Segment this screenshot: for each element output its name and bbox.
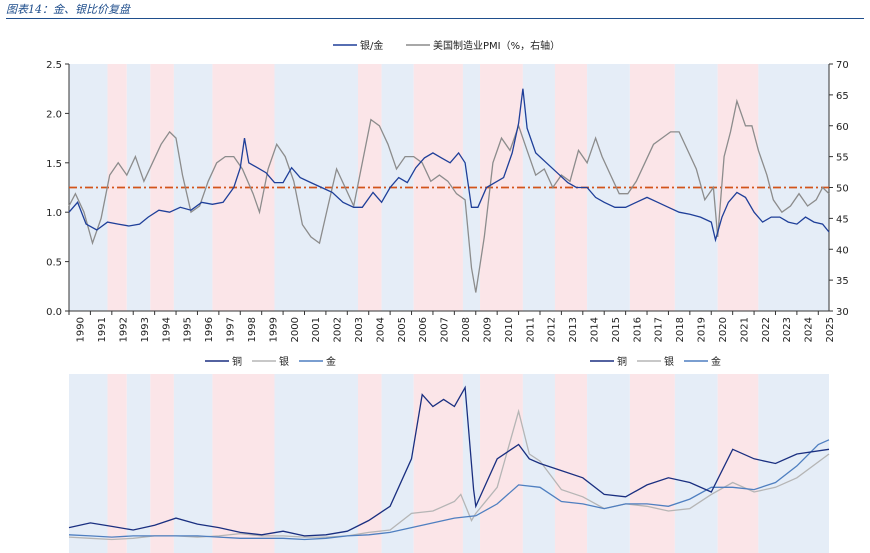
- top-series: [68, 88, 830, 293]
- x-tick-label: 2020: [718, 317, 729, 342]
- band-bottom-9: [413, 374, 463, 553]
- gold-line: [68, 439, 830, 541]
- x-tick-label: 2008: [461, 317, 472, 342]
- band-bottom-14: [587, 374, 630, 553]
- cycle-bands-bottom: [69, 374, 829, 553]
- y-right-tick-label: 40: [836, 245, 849, 256]
- x-tick-label: 1997: [226, 317, 237, 342]
- x-tick-label: 2019: [697, 317, 708, 342]
- band-bottom-2: [126, 374, 151, 553]
- band-bottom-3: [150, 374, 174, 553]
- band-bottom-16: [674, 374, 718, 553]
- x-tick-label: 1992: [119, 317, 130, 342]
- y-right-tick-label: 70: [836, 60, 849, 71]
- x-tick-label: 2018: [675, 317, 686, 342]
- x-tick-label: 2002: [333, 317, 344, 342]
- y-left-tick-label: 0.0: [46, 307, 62, 318]
- legend-pmi-label: 美国制造业PMI（%，右轴）: [433, 39, 560, 52]
- legend-silver-label-right: 银: [664, 355, 674, 368]
- legend-top: 银/金 美国制造业PMI（%，右轴）: [333, 39, 560, 52]
- silver-gold-ratio-line: [68, 88, 830, 243]
- bottom-series: [68, 385, 830, 541]
- x-tick-label: 2003: [354, 317, 365, 342]
- figure-title: 图表14：金、银比价复盘: [6, 3, 130, 16]
- x-tick-label: 2022: [761, 317, 772, 342]
- y-right-tick-label: 65: [836, 91, 849, 102]
- y-left-tick-label: 2.0: [46, 109, 62, 120]
- x-tick-label: 1991: [97, 317, 108, 342]
- x-tick-label: 2013: [568, 317, 579, 342]
- x-tick-label: 2011: [525, 317, 536, 342]
- band-bottom-15: [629, 374, 675, 553]
- axes: 0.0 0.5 1.0 1.5 2.0 2.5 30 35 40 45 50 55 60 65 70 1990…: [46, 60, 849, 342]
- x-tick-label: 2010: [504, 317, 515, 342]
- y-right-tick-label: 35: [836, 276, 849, 287]
- x-tick-label: 2015: [611, 317, 622, 342]
- legend-copper-label-right: 铜: [617, 356, 627, 368]
- band-bottom-13: [554, 374, 588, 553]
- band-bottom-6: [274, 374, 359, 553]
- x-tick-label: 2004: [375, 317, 386, 342]
- x-tick-label: 2017: [654, 317, 665, 342]
- legend-ratio-label: 银/金: [360, 39, 383, 52]
- x-tick-label: 2000: [290, 317, 301, 342]
- x-tick-label: 2025: [825, 317, 836, 342]
- x-tick-label: 1993: [140, 317, 151, 342]
- band-bottom-1: [107, 374, 127, 553]
- legend-gold-label-right: 金: [711, 355, 721, 368]
- x-tick-label: 2001: [311, 317, 322, 342]
- band-bottom-17: [717, 374, 759, 553]
- x-tick-label: 1995: [183, 317, 194, 342]
- y-left-tick-label: 2.5: [46, 60, 62, 71]
- x-tick-label: 2006: [418, 317, 429, 342]
- x-tick-label: 1999: [268, 317, 279, 342]
- legend-silver-label-left: 银: [279, 355, 289, 368]
- band-bottom-8: [381, 374, 414, 553]
- x-tick-label: 2007: [440, 317, 451, 342]
- x-tick-label: 2014: [590, 317, 601, 342]
- legend-gold-label-left: 金: [326, 355, 336, 368]
- title-rule: [6, 18, 864, 19]
- x-tick-label: 2005: [397, 317, 408, 342]
- x-tick-label: 2012: [547, 317, 558, 342]
- copper-line: [68, 385, 830, 537]
- legend-bottom: 铜 银 金 铜 银 金: [205, 355, 721, 368]
- pmi-line: [68, 98, 830, 293]
- x-tick-label: 1990: [76, 317, 87, 342]
- x-tick-label: 2021: [739, 317, 750, 342]
- y-right-tick-label: 30: [836, 307, 849, 318]
- x-tick-label: 2023: [782, 317, 793, 342]
- y-right-tick-label: 55: [836, 153, 849, 164]
- x-tick-label: 1996: [204, 317, 215, 342]
- band-bottom-11: [480, 374, 523, 553]
- band-bottom-18: [758, 374, 829, 553]
- x-tick-label: 2009: [482, 317, 493, 342]
- y-right-tick-label: 50: [836, 184, 849, 195]
- y-left-tick-label: 0.5: [46, 258, 62, 269]
- y-left-tick-label: 1.5: [46, 159, 62, 170]
- x-tick-label: 1994: [161, 317, 172, 342]
- y-left-tick-label: 1.0: [46, 208, 62, 219]
- x-tick-label: 2024: [804, 317, 815, 342]
- x-tick-label: 2016: [632, 317, 643, 342]
- band-bottom-5: [212, 374, 275, 553]
- x-tick-label: 1998: [247, 317, 258, 342]
- band-top-3: [150, 64, 174, 311]
- y-right-tick-label: 60: [836, 122, 849, 133]
- y-right-tick-label: 45: [836, 214, 849, 225]
- band-bottom-7: [358, 374, 382, 553]
- legend-copper-label-left: 铜: [232, 356, 242, 368]
